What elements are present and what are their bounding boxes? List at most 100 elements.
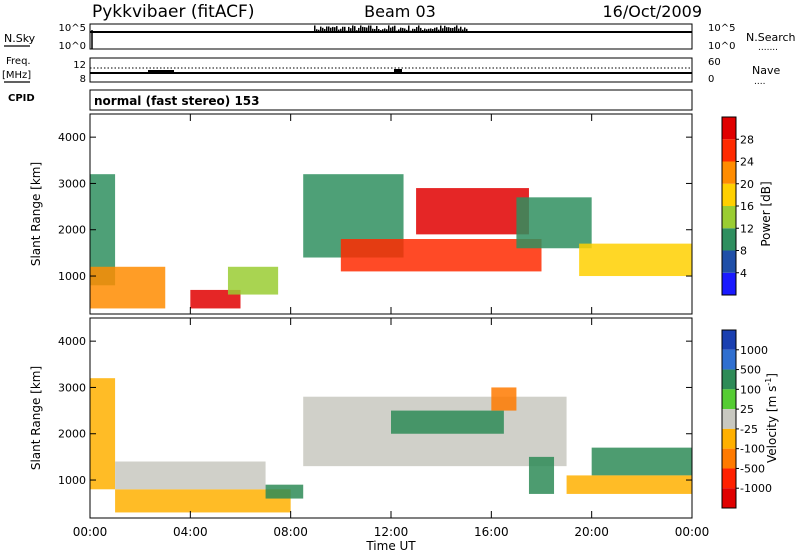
nsky-trace (90, 25, 692, 49)
colorbar-tick-5: -100 (740, 443, 765, 456)
colorbar-segment-5 (722, 161, 736, 184)
heatmap-region-8 (591, 447, 692, 476)
nave-label: Nave (752, 64, 780, 77)
heatmap-region-3 (265, 484, 304, 499)
x-tick-label-5: 20:00 (574, 525, 609, 539)
colorbar-tick-6: -500 (740, 462, 765, 475)
velocity-panel: 4000 3000 2000 1000 Slant Range [km] 1000 50… (29, 317, 779, 519)
heatmap-region-7 (528, 456, 555, 494)
colorbar-tick-6: 28 (740, 133, 754, 146)
velocity-y-axis-label: Slant Range [km] (29, 366, 43, 470)
nsky-panel: N.Sky 10^5 10^0 10^5 10^0 N.Search .....… (4, 23, 796, 53)
y-tick-label-0: 4000 (58, 131, 86, 144)
y-tick-label-3: 1000 (58, 270, 86, 283)
velocity-heatmap (90, 378, 692, 513)
colorbar-tick-3: 16 (740, 200, 754, 213)
heatmap-region-6 (416, 188, 529, 235)
y-tick-label-2: 2000 (58, 428, 86, 441)
colorbar-tick-0: 4 (740, 267, 747, 280)
cpid-label: CPID (8, 93, 35, 104)
heatmap-region-2 (115, 461, 266, 490)
colorbar-segment-0 (722, 330, 736, 350)
colorbar-segment-7 (722, 117, 736, 140)
nave-legend: .... (754, 77, 765, 87)
x-tick-label-0: 00:00 (73, 525, 108, 539)
colorbar-tick-5: 24 (740, 156, 754, 169)
colorbar-tick-4: -25 (740, 423, 758, 436)
x-tick-label-2: 08:00 (273, 525, 308, 539)
x-tick-label-3: 12:00 (374, 525, 409, 539)
colorbar-tick-4: 20 (740, 178, 754, 191)
colorbar-tick-3: 25 (740, 403, 754, 416)
velocity-colorbar-label-exp: -1 (764, 378, 773, 386)
y-tick-label-1: 3000 (58, 381, 86, 394)
colorbar-segment-1 (722, 250, 736, 273)
x-tick-label-1: 04:00 (173, 525, 208, 539)
heatmap-region-9 (566, 475, 692, 494)
heatmap-region-3 (227, 266, 279, 295)
x-axis: 00:00 04:00 08:00 12:00 16:00 20:00 00:00 (73, 114, 710, 539)
colorbar-tick-2: 100 (740, 383, 761, 396)
colorbar-segment-4 (722, 409, 736, 429)
colorbar-tick-1: 500 (740, 364, 761, 377)
beam-title: Beam 03 (364, 2, 436, 21)
freq-tick-bottom: 8 (80, 74, 86, 85)
cpid-panel: CPID normal (fast stereo) 153 (8, 89, 693, 111)
heatmap-region-5 (340, 239, 542, 272)
nave-tick-bottom: 0 (708, 74, 714, 85)
heatmap-region-7 (516, 197, 592, 249)
colorbar-segment-0 (722, 272, 736, 295)
x-axis-label: Time UT (365, 539, 416, 553)
colorbar-tick-0: 1000 (740, 344, 768, 357)
colorbar-tick-2: 12 (740, 222, 754, 235)
velocity-y-ticks: 4000 3000 2000 1000 (58, 335, 692, 487)
y-tick-label-1: 3000 (58, 177, 86, 190)
nsearch-tick-top: 10^5 (708, 23, 735, 34)
station-title: Pykkvibaer (fitACF) (92, 2, 254, 22)
freq-label-2: [MHz] (2, 70, 31, 81)
heatmap-region-8 (579, 243, 692, 277)
x-tick-label-4: 16:00 (474, 525, 509, 539)
velocity-colorbar: 1000 500 100 25 -25 -100 -500 -1000 (721, 329, 772, 509)
nsearch-legend: ....... (758, 43, 778, 53)
y-tick-label-2: 2000 (58, 224, 86, 237)
nsearch-tick-bottom: 10^0 (708, 41, 735, 52)
heatmap-region-1 (115, 489, 291, 513)
nave-tick-top: 60 (708, 57, 721, 68)
colorbar-segment-2 (722, 228, 736, 251)
freq-panel: Freq. [MHz] 12 8 60 0 Nave .... (2, 56, 780, 87)
y-tick-label-3: 1000 (58, 474, 86, 487)
colorbar-segment-3 (722, 206, 736, 229)
colorbar-segment-6 (722, 448, 736, 469)
y-tick-label-0: 4000 (58, 335, 86, 348)
power-y-ticks: 4000 3000 2000 1000 (58, 131, 692, 283)
colorbar-segment-7 (722, 468, 736, 489)
colorbar-tick-7: -1000 (740, 482, 772, 495)
power-y-axis-label: Slant Range [km] (29, 162, 43, 266)
freq-tick-top: 12 (73, 60, 86, 71)
colorbar-segment-6 (722, 139, 736, 162)
power-panel: 4000 3000 2000 1000 Slant Range [km] 4 8 12 16… (29, 113, 773, 315)
colorbar-segment-5 (722, 428, 736, 449)
cpid-text: normal (fast stereo) 153 (94, 94, 260, 108)
colorbar-segment-1 (722, 349, 736, 370)
velocity-colorbar-label-text: Velocity [m s (765, 386, 779, 463)
heatmap-region-2 (190, 289, 241, 309)
power-colorbar-label: Power [dB] (759, 181, 773, 246)
nsky-label: N.Sky (4, 32, 36, 45)
colorbar-segment-4 (722, 183, 736, 206)
power-colorbar: 4 8 12 16 20 24 28 (721, 116, 754, 296)
freq-label-1: Freq. (6, 56, 31, 67)
colorbar-segment-3 (722, 389, 736, 410)
colorbar-tick-1: 8 (740, 245, 747, 258)
nsky-tick-top: 10^5 (59, 23, 86, 34)
power-heatmap (90, 174, 692, 309)
heatmap-region-1 (90, 266, 166, 309)
x-tick-label-6: 00:00 (675, 525, 710, 539)
colorbar-segment-8 (722, 488, 736, 508)
heatmap-region-5 (391, 410, 504, 434)
nsearch-label: N.Search (746, 31, 796, 44)
nsky-tick-bottom: 10^0 (59, 41, 86, 52)
heatmap-region-6 (491, 387, 517, 411)
